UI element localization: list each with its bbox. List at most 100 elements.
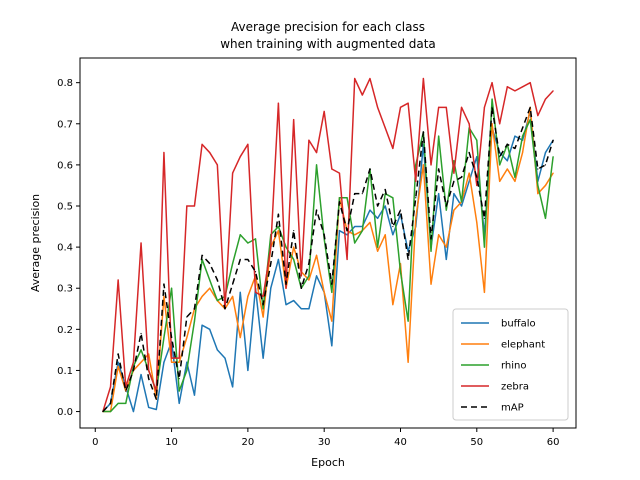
data-point-mAP <box>293 230 295 232</box>
data-point-buffalo <box>209 328 211 330</box>
data-point-zebra <box>178 357 180 359</box>
data-point-rhino <box>109 410 112 413</box>
data-point-elephant <box>468 172 470 174</box>
data-point-mAP <box>300 287 302 289</box>
data-point-zebra <box>216 164 218 166</box>
data-point-mAP <box>308 262 310 265</box>
x-tick-label: 10 <box>165 437 178 448</box>
data-point-elephant <box>445 246 447 248</box>
data-point-zebra <box>163 151 165 154</box>
data-point-zebra <box>476 184 478 187</box>
legend-box <box>452 308 569 421</box>
data-point-rhino <box>346 197 348 199</box>
data-point-zebra <box>552 90 554 92</box>
data-point-elephant <box>262 316 264 318</box>
data-point-zebra <box>346 258 348 261</box>
data-point-zebra <box>377 106 379 108</box>
data-point-elephant <box>369 221 371 224</box>
data-point-zebra <box>468 123 470 125</box>
data-point-mAP <box>193 308 196 310</box>
data-point-zebra <box>483 106 486 108</box>
x-tick-label: 30 <box>318 437 331 448</box>
y-tick-label: 0.4 <box>57 243 73 254</box>
axis-ticks: 0 10 20 30 40 50 60 0.0 0.1 0.2 0.3 0.4 0.5 0.6 0.7 0.8 <box>57 78 559 448</box>
data-point-mAP <box>109 402 112 404</box>
data-point-mAP <box>438 168 440 170</box>
legend-label-zebra: zebra <box>501 382 529 393</box>
legend-label-rhino: rhino <box>501 361 527 372</box>
data-point-rhino <box>315 164 318 166</box>
data-point-zebra <box>338 172 341 174</box>
data-point-mAP <box>178 378 180 380</box>
data-point-zebra <box>521 86 524 88</box>
data-point-mAP <box>262 304 264 306</box>
data-point-zebra <box>315 151 318 154</box>
data-point-rhino <box>476 139 478 141</box>
data-point-zebra <box>140 242 142 244</box>
series-line-elephant <box>102 106 554 413</box>
data-point-elephant <box>407 361 409 363</box>
x-axis-label: Epoch <box>311 456 345 469</box>
data-point-rhino <box>430 250 432 252</box>
data-point-rhino <box>483 246 486 248</box>
data-point-mAP <box>132 369 135 372</box>
data-point-zebra <box>270 246 272 248</box>
data-point-mAP <box>468 151 470 154</box>
y-tick-label: 0.7 <box>57 119 73 130</box>
data-point-rhino <box>262 308 264 310</box>
data-point-zebra <box>453 172 455 174</box>
data-point-zebra <box>460 106 463 108</box>
data-point-zebra <box>262 295 264 298</box>
data-point-rhino <box>209 279 211 281</box>
data-point-zebra <box>170 357 173 359</box>
data-point-elephant <box>163 295 165 298</box>
data-point-elephant <box>384 234 386 236</box>
data-point-buffalo <box>186 361 188 363</box>
data-point-rhino <box>285 246 287 248</box>
data-point-buffalo <box>232 386 234 388</box>
y-tick-label: 0.5 <box>57 202 73 213</box>
data-point-elephant <box>514 180 516 182</box>
data-point-mAP <box>216 279 218 281</box>
data-point-elephant <box>331 320 333 322</box>
data-point-rhino <box>125 402 127 404</box>
data-point-rhino <box>415 164 417 166</box>
data-point-elephant <box>239 336 241 339</box>
data-point-zebra <box>239 156 241 158</box>
data-point-zebra <box>323 110 325 113</box>
data-point-elephant <box>117 365 119 367</box>
y-tick-label: 0.3 <box>57 284 73 295</box>
data-point-mAP <box>460 176 463 178</box>
data-point-zebra <box>109 386 112 388</box>
y-tick-label: 0.0 <box>57 407 73 418</box>
series-layer <box>102 77 554 413</box>
data-point-mAP <box>315 209 318 211</box>
data-point-mAP <box>537 168 539 170</box>
data-point-mAP <box>338 201 341 203</box>
data-point-zebra <box>254 291 257 293</box>
data-point-mAP <box>529 106 531 108</box>
data-point-mAP <box>445 205 447 207</box>
data-point-buffalo <box>354 225 356 228</box>
data-point-buffalo <box>224 357 226 359</box>
data-point-rhino <box>445 209 447 211</box>
data-point-mAP <box>209 262 211 265</box>
data-point-rhino <box>460 201 463 203</box>
data-point-buffalo <box>239 291 241 293</box>
data-point-mAP <box>354 193 356 195</box>
data-point-rhino <box>537 184 539 187</box>
data-point-elephant <box>552 172 554 174</box>
x-tick-label: 20 <box>242 437 255 448</box>
data-point-zebra <box>132 361 135 363</box>
data-point-buffalo <box>331 345 333 347</box>
data-point-rhino <box>178 390 180 392</box>
data-point-buffalo <box>308 308 310 310</box>
chart-title-line1: Average precision for each class <box>231 20 425 34</box>
data-point-mAP <box>506 143 508 145</box>
data-point-zebra <box>537 114 539 117</box>
data-point-rhino <box>514 176 516 178</box>
y-tick-label: 0.1 <box>57 366 73 377</box>
data-point-buffalo <box>193 394 196 396</box>
data-point-mAP <box>521 127 524 129</box>
